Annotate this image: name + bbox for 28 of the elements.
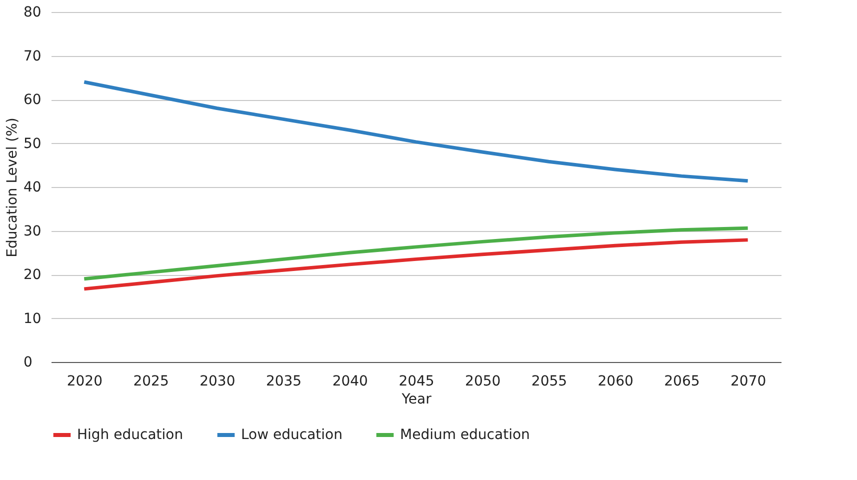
y-tick-label: 50 xyxy=(24,136,42,152)
y-tick-label: 80 xyxy=(24,4,42,20)
x-tick-label: 2020 xyxy=(66,374,102,390)
y-tick-label: 0 xyxy=(24,354,32,370)
x-tick-label: 2065 xyxy=(664,374,700,390)
y-tick-label: 10 xyxy=(24,310,42,327)
x-tick-label: 2055 xyxy=(531,374,568,390)
line-series xyxy=(82,80,750,183)
y-tick-label: 60 xyxy=(24,92,42,108)
line-series xyxy=(82,238,750,291)
x-tick-label: 2045 xyxy=(398,374,434,390)
x-tick-label: 2035 xyxy=(266,374,302,390)
x-tick-label: 2070 xyxy=(730,374,766,390)
y-tick-label: 40 xyxy=(24,180,42,196)
line-series xyxy=(82,226,750,281)
x-tick-label: 2060 xyxy=(598,374,634,390)
y-axis-title: Education Level (%) xyxy=(4,118,20,258)
y-tick-label: 70 xyxy=(24,48,42,64)
y-tick-label: 20 xyxy=(24,267,42,283)
legend-label: Medium education xyxy=(400,427,530,443)
x-tick-label: 2030 xyxy=(200,374,236,390)
x-tick-label: 2050 xyxy=(465,374,501,390)
x-tick-label: 2040 xyxy=(332,374,368,390)
x-axis-title: Year xyxy=(400,392,432,408)
legend-label: High education xyxy=(77,427,184,443)
legend-label: Low education xyxy=(241,427,342,443)
y-tick-label: 30 xyxy=(24,223,42,240)
x-tick-label: 2025 xyxy=(133,374,169,390)
